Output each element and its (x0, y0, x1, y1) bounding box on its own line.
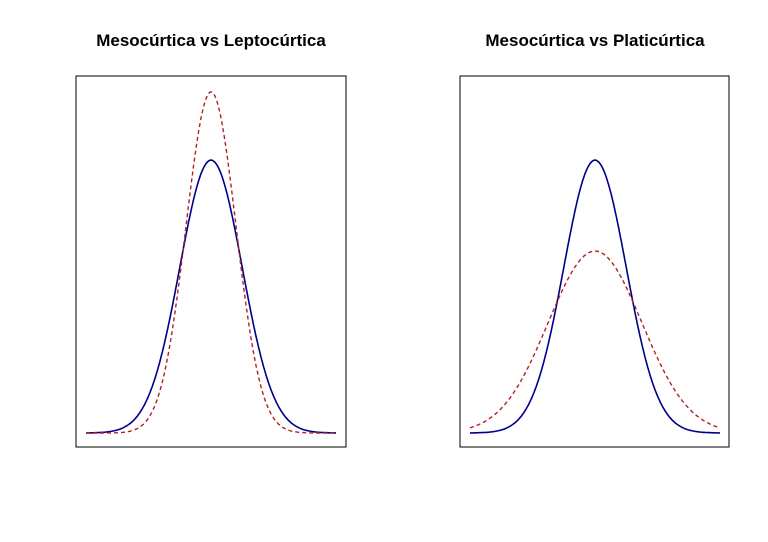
chart-title: Mesocúrtica vs Platicúrtica (485, 31, 705, 50)
plot-frame (75, 75, 347, 448)
panel-leptokurtic: Mesocúrtica vs Leptocúrtica (75, 31, 347, 448)
series-line-leptocrtica (86, 91, 336, 434)
series-line-platicrtica (469, 250, 721, 429)
plot-frame (459, 75, 730, 448)
chart-title: Mesocúrtica vs Leptocúrtica (96, 31, 326, 50)
panel-platykurtic: Mesocúrtica vs Platicúrtica (459, 31, 730, 448)
series-line-mesocrtica (470, 159, 720, 434)
series-line-mesocrtica (86, 159, 336, 434)
